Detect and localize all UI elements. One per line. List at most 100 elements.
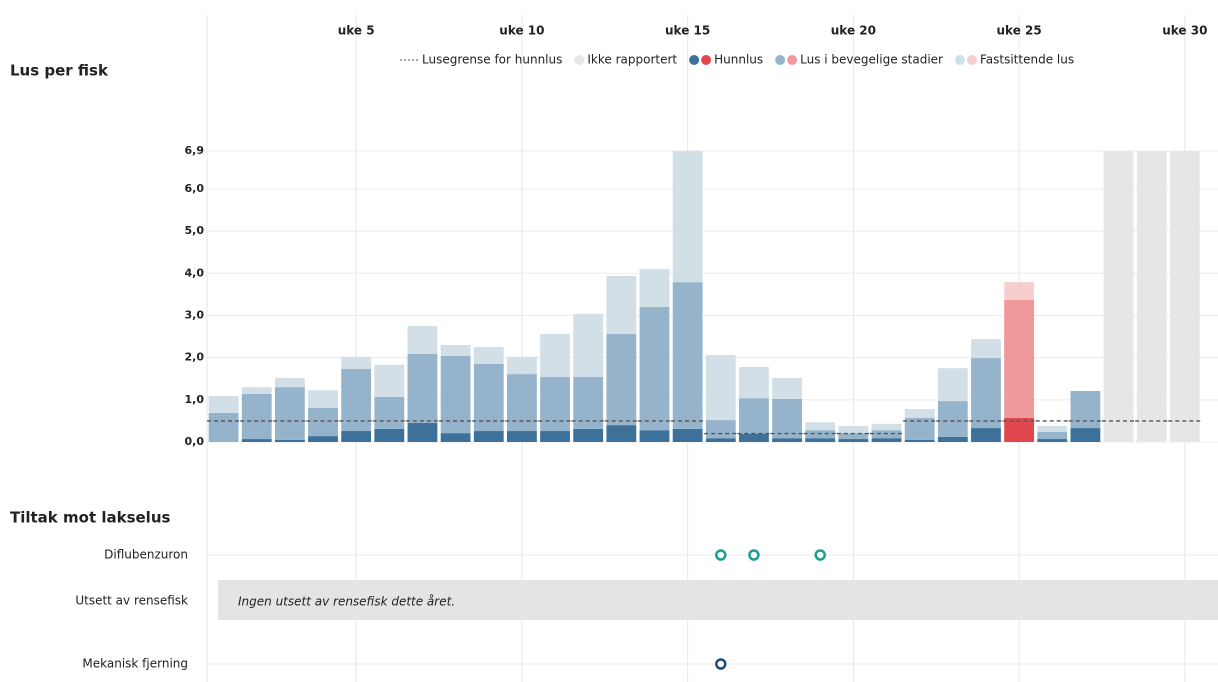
bar-segment: [440, 345, 471, 356]
bar-segment: [473, 363, 504, 432]
bar-segment: [374, 428, 405, 442]
bar-segment: [407, 353, 438, 424]
bar-segment: [407, 326, 438, 354]
bar-segment: [772, 398, 802, 439]
bar-segment: [440, 355, 471, 434]
section-title: Tiltak mot lakselus: [10, 509, 170, 527]
bar-segment: [705, 355, 736, 421]
bar-segment: [739, 366, 769, 399]
y-tick-label: 6,9: [185, 144, 205, 157]
bar-segment: [341, 431, 372, 442]
bar-segment: [1070, 390, 1101, 429]
bar-segment: [573, 313, 604, 378]
row-label: Mekanisk fjerning: [82, 657, 188, 671]
bar-segment: [473, 431, 504, 442]
bar-segment: [937, 368, 968, 402]
x-tick-label: uke 30: [1162, 24, 1207, 38]
legend-label: Fastsittende lus: [980, 53, 1074, 67]
bar-segment: [937, 401, 968, 437]
row-label: Diflubenzuron: [104, 548, 188, 562]
bar-segment: [540, 377, 570, 432]
bar-segment: [1004, 282, 1035, 300]
y-tick-label: 2,0: [185, 351, 205, 364]
bar-segment: [208, 412, 239, 442]
bar-segment: [1103, 151, 1134, 442]
x-tick-label: uke 10: [499, 24, 544, 38]
bar-segment: [805, 438, 836, 442]
bar-segment: [971, 358, 1001, 429]
legend-symbol: [574, 55, 585, 65]
legend-label: Lusegrense for hunnlus: [422, 53, 562, 67]
bar-segment: [971, 339, 1001, 359]
bar-segment: [1004, 417, 1035, 442]
legend-label: Ikke rapportert: [587, 53, 677, 67]
bar-segment: [1169, 151, 1200, 442]
bar-segment: [1136, 151, 1167, 442]
legend-symbol: [966, 55, 977, 65]
bar-segment: [573, 428, 604, 442]
x-tick-label: uke 15: [665, 24, 710, 38]
bar-segment: [308, 390, 338, 408]
bar-segment: [705, 438, 736, 442]
treatment-marker: [814, 549, 826, 561]
bar-segment: [639, 307, 670, 431]
bar-segment: [341, 369, 372, 432]
bar-segment: [606, 334, 637, 426]
bar-segment: [241, 393, 272, 440]
legend-label: Hunnlus: [714, 53, 763, 67]
bar-segment: [1037, 431, 1068, 440]
bar-segment: [805, 422, 836, 431]
bar-segment: [208, 396, 239, 413]
treatment-marker: [748, 549, 760, 561]
bar-segment: [639, 269, 670, 308]
bar-segment: [838, 425, 869, 434]
bar-segment: [241, 387, 272, 394]
chart-title: Lus per fisk: [10, 62, 109, 80]
bar-segment: [639, 430, 670, 442]
bar-segment: [308, 407, 338, 437]
bar-segment: [241, 439, 272, 442]
bar-segment: [374, 396, 405, 429]
bar-segment: [904, 439, 935, 442]
bar-segment: [1070, 428, 1101, 442]
bar-segment: [705, 420, 736, 439]
bar-segment: [274, 377, 305, 388]
bar-segment: [473, 347, 504, 364]
bar-segment: [1004, 299, 1035, 418]
bar-segment: [540, 431, 570, 442]
bar-segment: [606, 275, 637, 335]
bar-segment: [274, 387, 305, 440]
legend-symbol: [775, 55, 786, 65]
bar-segment: [904, 417, 935, 440]
bar-segment: [407, 423, 438, 442]
bar-segment: [739, 398, 769, 434]
treatment-marker: [715, 549, 727, 561]
bar-segment: [904, 409, 935, 418]
bar-segment: [440, 433, 471, 442]
bar-segment: [672, 282, 703, 429]
legend-symbol: [701, 55, 712, 65]
bar-segment: [838, 439, 869, 442]
bar-segment: [341, 356, 372, 370]
treatment-marker: [715, 658, 727, 670]
bar-segment: [506, 431, 537, 442]
bar-segment: [672, 428, 703, 442]
legend-symbol: [787, 55, 798, 65]
note-text: Ingen utsett av rensefisk dette året.: [238, 595, 455, 609]
bar-segment: [871, 438, 902, 442]
y-tick-label: 4,0: [185, 266, 205, 279]
x-tick-label: uke 25: [997, 24, 1042, 38]
bar-segment: [274, 439, 305, 442]
bar-segment: [772, 438, 802, 442]
y-tick-label: 1,0: [185, 393, 205, 406]
x-tick-label: uke 20: [831, 24, 876, 38]
bar-segment: [838, 433, 869, 440]
bar-segment: [606, 425, 637, 442]
x-tick-label: uke 5: [338, 24, 375, 38]
y-tick-label: 5,0: [185, 224, 205, 237]
bar-segment: [308, 436, 338, 442]
bar-segment: [871, 423, 902, 431]
bar-segment: [374, 364, 405, 397]
legend-symbol: [689, 55, 700, 65]
